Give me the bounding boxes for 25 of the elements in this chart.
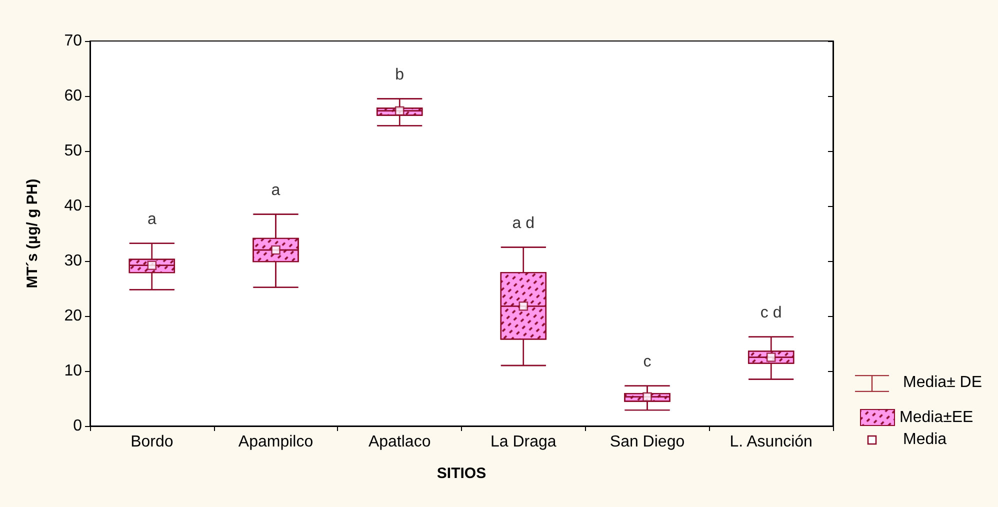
y-tick-label: 20 <box>64 308 82 324</box>
y-tick-label: 0 <box>73 418 82 434</box>
text: Media <box>903 431 947 449</box>
y-tick-label: 40 <box>64 198 82 214</box>
legend-label: Media±EE <box>900 409 974 426</box>
x-tick-label: Apatlaco <box>368 434 431 450</box>
x-tick-label: San Diego <box>610 434 685 450</box>
annotation: c <box>643 353 652 370</box>
text: Media± DE <box>903 374 982 392</box>
x-tick-label: Bordo <box>130 434 174 450</box>
annotation: c d <box>760 304 782 322</box>
x-tick-label: L. Asunción <box>730 434 812 450</box>
y-tick-label: 70 <box>64 32 82 50</box>
y-tick-label: 60 <box>64 88 82 104</box>
y-tick-label: 30 <box>64 252 82 270</box>
y-tick-label: 10 <box>64 362 82 380</box>
x-tick-label: La Draga <box>490 434 556 450</box>
annotation: a <box>147 210 156 228</box>
x-axis-title: SITIOS <box>436 465 486 482</box>
annotation: b <box>395 66 404 84</box>
y-tick-label: 50 <box>64 142 82 160</box>
annotation: a d <box>512 214 535 232</box>
x-tick-label: Apampilco <box>238 434 314 450</box>
annotation: a <box>271 182 280 199</box>
y-axis-title: MT´s (µg/ g PH) <box>24 178 41 288</box>
